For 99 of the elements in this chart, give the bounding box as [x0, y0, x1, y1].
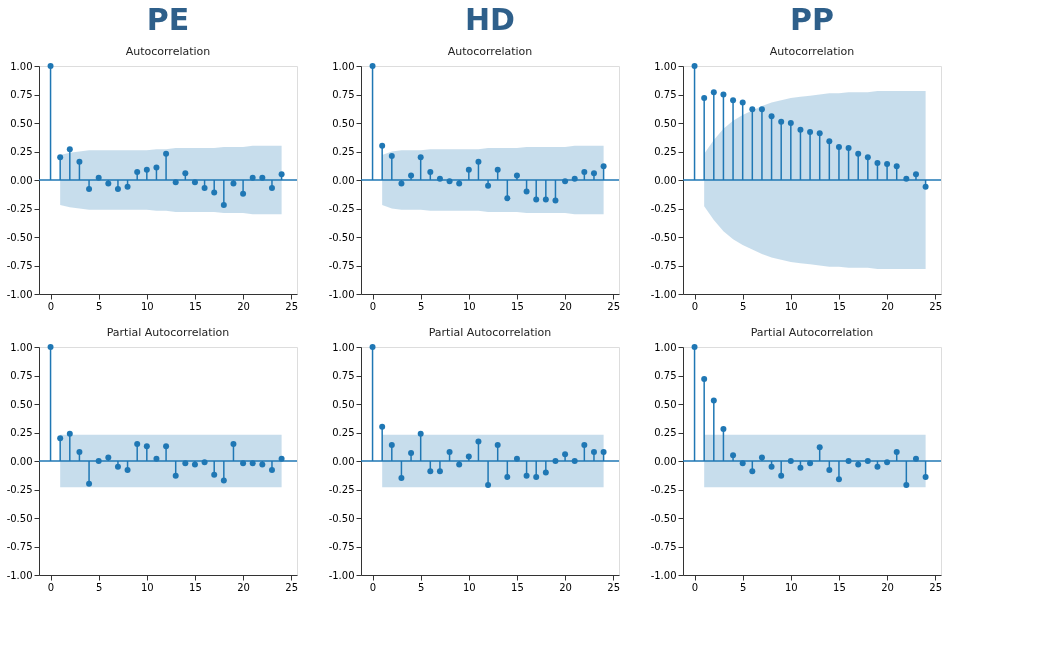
y-tick-label: -0.75	[328, 541, 355, 552]
y-tick-label: 1.00	[654, 341, 677, 353]
x-tick-label: 5	[96, 300, 103, 312]
y-tick-label: 1.00	[332, 60, 355, 72]
x-tick-label: 15	[833, 581, 846, 593]
y-tick-label: -0.75	[650, 260, 677, 271]
y-tick-label: 0.25	[10, 146, 33, 157]
y-tick-label: -1.00	[6, 288, 33, 300]
chart-subtitle: Autocorrelation	[769, 45, 855, 58]
y-tick-label: -0.50	[6, 231, 33, 243]
x-tick-label: 5	[418, 300, 425, 312]
y-tick-label: -0.25	[650, 484, 677, 495]
x-tick-label: 25	[607, 581, 621, 593]
x-tick-label: 15	[189, 581, 202, 593]
y-tick-label: -0.25	[328, 203, 355, 214]
x-tick-label: 20	[237, 581, 250, 593]
chart-subtitle: Partial Autocorrelation	[106, 326, 230, 339]
y-tick-label: 1.00	[654, 60, 677, 72]
y-tick-label: -1.00	[328, 288, 355, 300]
y-tick-label: -0.25	[650, 203, 677, 214]
y-tick-label: 0.25	[332, 146, 355, 157]
x-tick-label: 20	[237, 300, 250, 312]
chart-subtitle: Autocorrelation	[447, 45, 533, 58]
x-tick-label: 5	[740, 581, 747, 593]
y-tick-label: 0.00	[332, 455, 355, 467]
y-tick-label: 0.00	[654, 174, 677, 186]
y-tick-label: -0.25	[6, 484, 33, 495]
y-tick-label: 0.50	[10, 117, 33, 129]
chart-subtitle: Autocorrelation	[125, 45, 211, 58]
x-tick-label: 10	[140, 300, 154, 312]
chart-subtitle: Partial Autocorrelation	[428, 326, 552, 339]
y-tick-label: -1.00	[328, 569, 355, 581]
x-tick-label: 20	[881, 300, 894, 312]
y-tick-label: 0.25	[332, 427, 355, 438]
x-tick-label: 0	[369, 300, 377, 312]
y-tick-label: 0.00	[10, 174, 33, 186]
y-tick-label: -0.75	[6, 541, 33, 552]
y-tick-label: -0.75	[650, 541, 677, 552]
x-tick-label: 25	[929, 581, 943, 593]
y-tick-label: 0.00	[332, 174, 355, 186]
x-tick-label: 0	[47, 300, 55, 312]
y-tick-label: 0.75	[10, 89, 33, 100]
y-tick-label: 0.75	[654, 89, 677, 100]
y-tick-label: 0.75	[332, 370, 355, 381]
y-tick-label: 1.00	[10, 341, 33, 353]
x-tick-label: 10	[462, 300, 476, 312]
x-tick-label: 15	[833, 300, 846, 312]
y-tick-label: -1.00	[6, 569, 33, 581]
y-tick-label: -0.75	[6, 260, 33, 271]
y-tick-label: 0.50	[332, 398, 355, 410]
y-tick-label: -0.50	[328, 231, 355, 243]
x-tick-label: 20	[559, 581, 572, 593]
y-tick-label: 0.75	[654, 370, 677, 381]
y-tick-label: -0.50	[650, 231, 677, 243]
chart-title: PE	[146, 2, 190, 37]
y-tick-label: 0.00	[10, 455, 33, 467]
y-tick-label: 0.75	[10, 370, 33, 381]
x-tick-label: 15	[511, 581, 524, 593]
y-tick-label: -1.00	[650, 569, 677, 581]
y-tick-label: 0.50	[654, 398, 677, 410]
y-tick-label: -0.50	[328, 512, 355, 524]
y-tick-label: -0.25	[328, 484, 355, 495]
y-tick-label: 0.25	[654, 146, 677, 157]
x-tick-label: 5	[740, 300, 747, 312]
y-tick-label: 0.50	[332, 117, 355, 129]
x-tick-label: 10	[140, 581, 154, 593]
chart-title: PP	[790, 2, 834, 37]
y-tick-label: 0.25	[654, 427, 677, 438]
y-tick-label: -0.25	[6, 203, 33, 214]
x-tick-label: 15	[511, 300, 524, 312]
x-tick-label: 10	[784, 581, 798, 593]
x-tick-label: 20	[559, 300, 572, 312]
x-tick-label: 25	[285, 300, 299, 312]
y-tick-label: -0.50	[6, 512, 33, 524]
y-tick-label: 0.00	[654, 455, 677, 467]
x-tick-label: 25	[929, 300, 943, 312]
y-tick-label: 0.25	[10, 427, 33, 438]
x-tick-label: 10	[462, 581, 476, 593]
x-tick-label: 0	[691, 581, 699, 593]
y-tick-label: -1.00	[650, 288, 677, 300]
x-tick-label: 5	[418, 581, 425, 593]
y-tick-label: 0.50	[654, 117, 677, 129]
x-tick-label: 15	[189, 300, 202, 312]
x-tick-label: 5	[96, 581, 103, 593]
y-tick-label: 0.50	[10, 398, 33, 410]
x-tick-label: 25	[285, 581, 299, 593]
chart-title: HD	[464, 2, 516, 37]
chart-subtitle: Partial Autocorrelation	[750, 326, 874, 339]
y-tick-label: 0.75	[332, 89, 355, 100]
y-tick-label: 1.00	[10, 60, 33, 72]
x-tick-label: 10	[784, 300, 798, 312]
y-tick-label: 1.00	[332, 341, 355, 353]
x-tick-label: 0	[47, 581, 55, 593]
x-tick-label: 25	[607, 300, 621, 312]
y-tick-label: -0.50	[650, 512, 677, 524]
y-tick-label: -0.75	[328, 260, 355, 271]
x-tick-label: 0	[691, 300, 699, 312]
x-tick-label: 0	[369, 581, 377, 593]
x-tick-label: 20	[881, 581, 894, 593]
